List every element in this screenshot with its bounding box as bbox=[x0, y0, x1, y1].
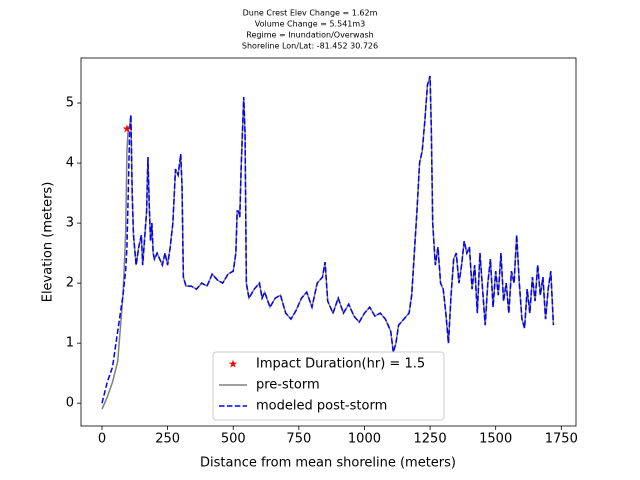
chart-title: Dune Crest Elev Change = 1.62m bbox=[243, 9, 378, 18]
y-tick-label: 3 bbox=[66, 216, 74, 231]
x-tick-label: 500 bbox=[221, 432, 246, 447]
x-tick-label: 1000 bbox=[348, 432, 381, 447]
y-tick-label: 5 bbox=[66, 96, 74, 111]
chart-title: Shoreline Lon/Lat: -81.452 30.726 bbox=[242, 42, 378, 51]
y-tick-label: 2 bbox=[66, 276, 74, 291]
x-axis-label: Distance from mean shoreline (meters) bbox=[200, 456, 456, 471]
x-tick-label: 1500 bbox=[479, 432, 512, 447]
x-tick-label: 250 bbox=[155, 432, 180, 447]
legend-label: Impact Duration(hr) = 1.5 bbox=[256, 357, 425, 372]
x-tick-label: 0 bbox=[98, 432, 106, 447]
y-tick-label: 4 bbox=[66, 156, 74, 171]
x-tick-label: 1750 bbox=[545, 432, 578, 447]
legend-box bbox=[212, 351, 445, 421]
y-axis-label: Elevation (meters) bbox=[41, 182, 56, 303]
y-tick-label: 1 bbox=[66, 336, 74, 351]
series-line bbox=[101, 75, 555, 404]
axes-frame bbox=[80, 57, 577, 427]
chart-title: Regime = Inundation/Overwash bbox=[246, 31, 373, 40]
impact-marker bbox=[122, 124, 132, 133]
legend-marker bbox=[228, 359, 238, 368]
x-tick-label: 1250 bbox=[414, 432, 447, 447]
x-tick-label: 750 bbox=[286, 432, 311, 447]
legend-label: pre-storm bbox=[256, 378, 320, 393]
y-tick-label: 0 bbox=[66, 396, 74, 411]
legend-label: modeled post-storm bbox=[256, 399, 387, 414]
chart-title: Volume Change = 5.541m3 bbox=[255, 20, 366, 29]
